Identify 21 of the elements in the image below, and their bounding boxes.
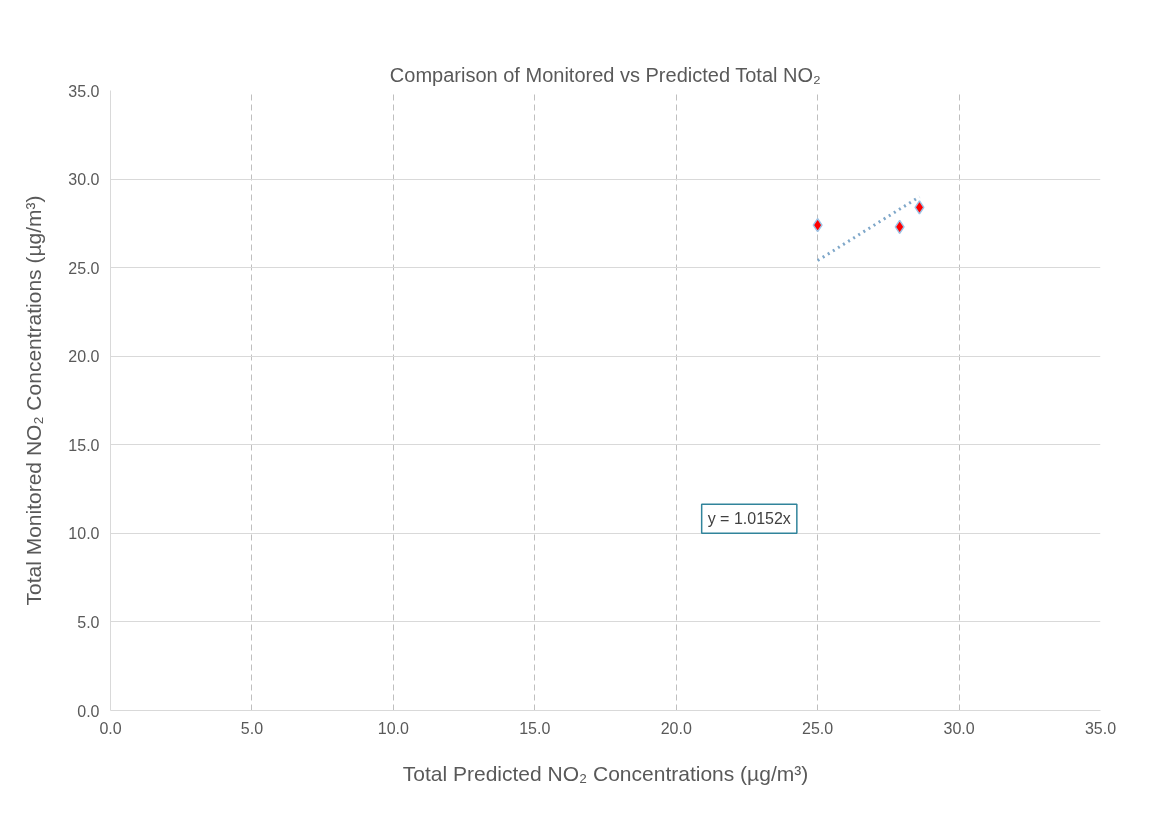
x-axis-title: Total Predicted NO₂ Concentrations (µg/m³): [402, 761, 809, 785]
y-tick-label: 0.0: [77, 702, 100, 720]
x-tick-label: 25.0: [802, 719, 834, 737]
x-tick-label: 5.0: [240, 719, 264, 737]
y-tick-label: 10.0: [68, 525, 100, 543]
y-tick-label: 30.0: [68, 171, 100, 189]
x-tick-label: 10.0: [377, 719, 410, 737]
x-tick-label: 15.0: [519, 719, 551, 737]
y-tick-label: 15.0: [68, 436, 100, 454]
x-tick-label: 35.0: [1084, 719, 1117, 737]
x-tick-label: 30.0: [943, 719, 975, 737]
x-tick-label: 0.0: [99, 719, 122, 737]
y-tick-label: 5.0: [77, 613, 100, 631]
y-tick-label: 25.0: [68, 259, 100, 277]
y-axis-title: Total Monitored NO₂ Concentrations (µg/m³): [22, 195, 46, 606]
chart-title: Comparison of Monitored vs Predicted Total NO₂: [389, 63, 821, 86]
annotation: y = 1.0152x: [707, 510, 791, 528]
x-tick-label: 20.0: [660, 719, 692, 737]
point: [914, 200, 925, 215]
y-tick-label: 35.0: [68, 82, 100, 100]
y-tick-label: 20.0: [68, 348, 100, 366]
